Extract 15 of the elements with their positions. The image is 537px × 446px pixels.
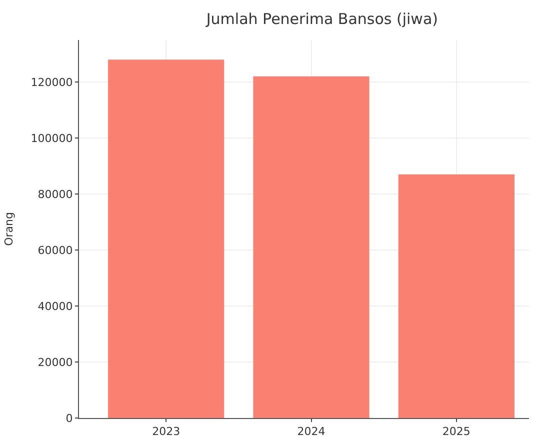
y-tick-label: 40000: [38, 300, 73, 313]
y-tick-label: 120000: [30, 76, 73, 89]
x-tick-label: 2024: [297, 425, 326, 438]
y-tick-label: 100000: [30, 132, 73, 145]
y-tick-label: 20000: [38, 356, 73, 369]
bar: [108, 60, 224, 418]
chart-title: Jumlah Penerima Bansos (jiwa): [205, 10, 438, 28]
y-tick-label: 0: [66, 412, 73, 425]
y-axis-title: Orang: [2, 212, 16, 246]
bar: [398, 174, 514, 418]
x-tick-label: 2023: [152, 425, 180, 438]
x-tick-label: 2025: [442, 425, 470, 438]
bar: [253, 76, 370, 418]
y-tick-label: 80000: [38, 188, 73, 201]
y-tick-label: 60000: [38, 244, 73, 257]
